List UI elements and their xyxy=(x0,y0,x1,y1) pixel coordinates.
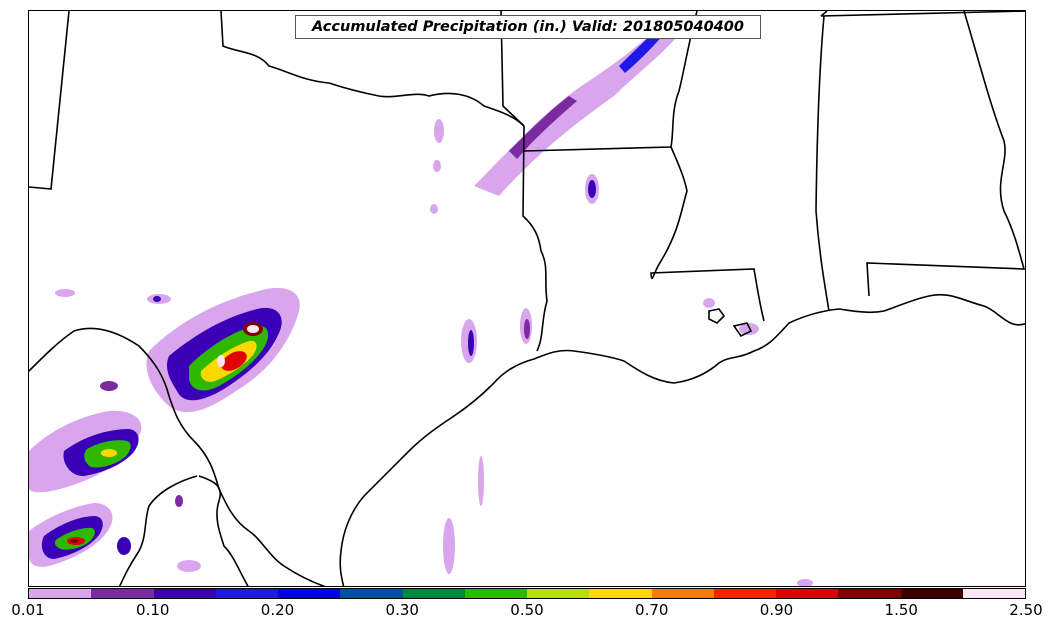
map-area xyxy=(28,10,1026,587)
state-border-ms-al xyxy=(815,11,830,312)
state-border-ms-tn xyxy=(820,11,1025,17)
precip-cell-14 xyxy=(703,298,715,308)
colorbar-tick-label: 0.01 xyxy=(11,601,45,619)
colorbar-segment-15 xyxy=(962,589,1025,598)
precip-cell-19 xyxy=(117,537,131,555)
precip-cell-8 xyxy=(524,319,530,339)
boundary-layer xyxy=(29,11,1025,586)
colorbar-segment-12 xyxy=(776,589,839,598)
state-border-nm-co xyxy=(29,11,70,190)
colorbar-segment-1 xyxy=(91,589,154,598)
precip-cell-4 xyxy=(100,381,118,391)
rio-grande xyxy=(29,327,326,586)
state-border-ok-ar xyxy=(500,11,525,127)
state-border-al-ga xyxy=(866,11,1025,297)
colorbar-segment-11 xyxy=(713,589,776,598)
precip-cell-9 xyxy=(434,119,444,143)
colorbar-segment-0 xyxy=(29,589,92,598)
precip-cell-18 xyxy=(177,560,201,572)
precip-cell-17 xyxy=(175,495,183,507)
precip-cell-16 xyxy=(797,579,813,586)
precip-cell-1 xyxy=(55,289,75,297)
colorbar-tick-label: 0.70 xyxy=(635,601,669,619)
precip-core-northeast-2 xyxy=(619,29,665,73)
precip-storm-peak-2 xyxy=(217,355,225,367)
colorbar-segment-13 xyxy=(838,589,901,598)
precip-storm-central-texas-max xyxy=(247,325,259,333)
colorbar-segment-3 xyxy=(215,589,278,598)
colorbar-tick-label: 0.20 xyxy=(260,601,295,619)
precip-cell-12 xyxy=(478,456,484,506)
colorbar-labels: 0.01 0.10 0.20 0.30 0.50 0.70 0.90 1.50 2.50 xyxy=(0,601,1054,625)
mexico-state-border-2 xyxy=(198,475,249,586)
colorbar-segment-5 xyxy=(340,589,403,598)
colorbar-segment-9 xyxy=(589,589,652,598)
state-border-ar-la xyxy=(523,146,672,152)
colorbar-tick-label: 0.50 xyxy=(510,601,544,619)
precip-cell-3 xyxy=(153,296,161,302)
colorbar-segment-8 xyxy=(527,589,590,598)
state-border-tx-la xyxy=(522,125,548,352)
mississippi-river xyxy=(650,11,765,322)
precip-cell-11 xyxy=(430,204,438,214)
colorbar-tick-label: 0.30 xyxy=(385,601,419,619)
colorbar-segment-14 xyxy=(900,589,963,598)
colorbar-segment-6 xyxy=(402,589,465,598)
precip-cell-6 xyxy=(468,330,474,356)
precipitation-map xyxy=(29,11,1025,586)
precip-storm-south-peak xyxy=(70,539,78,543)
coastline-gulf xyxy=(339,293,1025,586)
precip-layer xyxy=(29,19,813,586)
precip-band-northeast xyxy=(474,19,689,196)
precip-storm-southwest-core xyxy=(101,449,117,457)
precip-cell-arkansas-core xyxy=(588,180,596,198)
colorbar-segment-2 xyxy=(153,589,216,598)
colorbar-tick-label: 0.10 xyxy=(136,601,170,619)
precip-core-northeast xyxy=(509,96,577,159)
colorbar-tick-label: 1.50 xyxy=(884,601,918,619)
precip-cell-15 xyxy=(739,323,759,335)
colorbar-segment-10 xyxy=(651,589,714,598)
precip-cell-10 xyxy=(433,160,441,172)
colorbar xyxy=(28,588,1026,599)
colorbar-tick-label: 2.50 xyxy=(1009,601,1043,619)
map-title: Accumulated Precipitation (in.) Valid: 2… xyxy=(295,15,761,39)
colorbar-segment-7 xyxy=(464,589,527,598)
mexico-state-border-1 xyxy=(118,475,198,586)
state-border-ok-tx xyxy=(220,11,525,127)
mississippi-delta xyxy=(708,308,753,338)
colorbar-segment-4 xyxy=(278,589,341,598)
colorbar-tick-label: 0.90 xyxy=(759,601,794,619)
precip-storm-central-texas-core xyxy=(221,351,247,371)
precip-cell-13 xyxy=(443,518,455,574)
